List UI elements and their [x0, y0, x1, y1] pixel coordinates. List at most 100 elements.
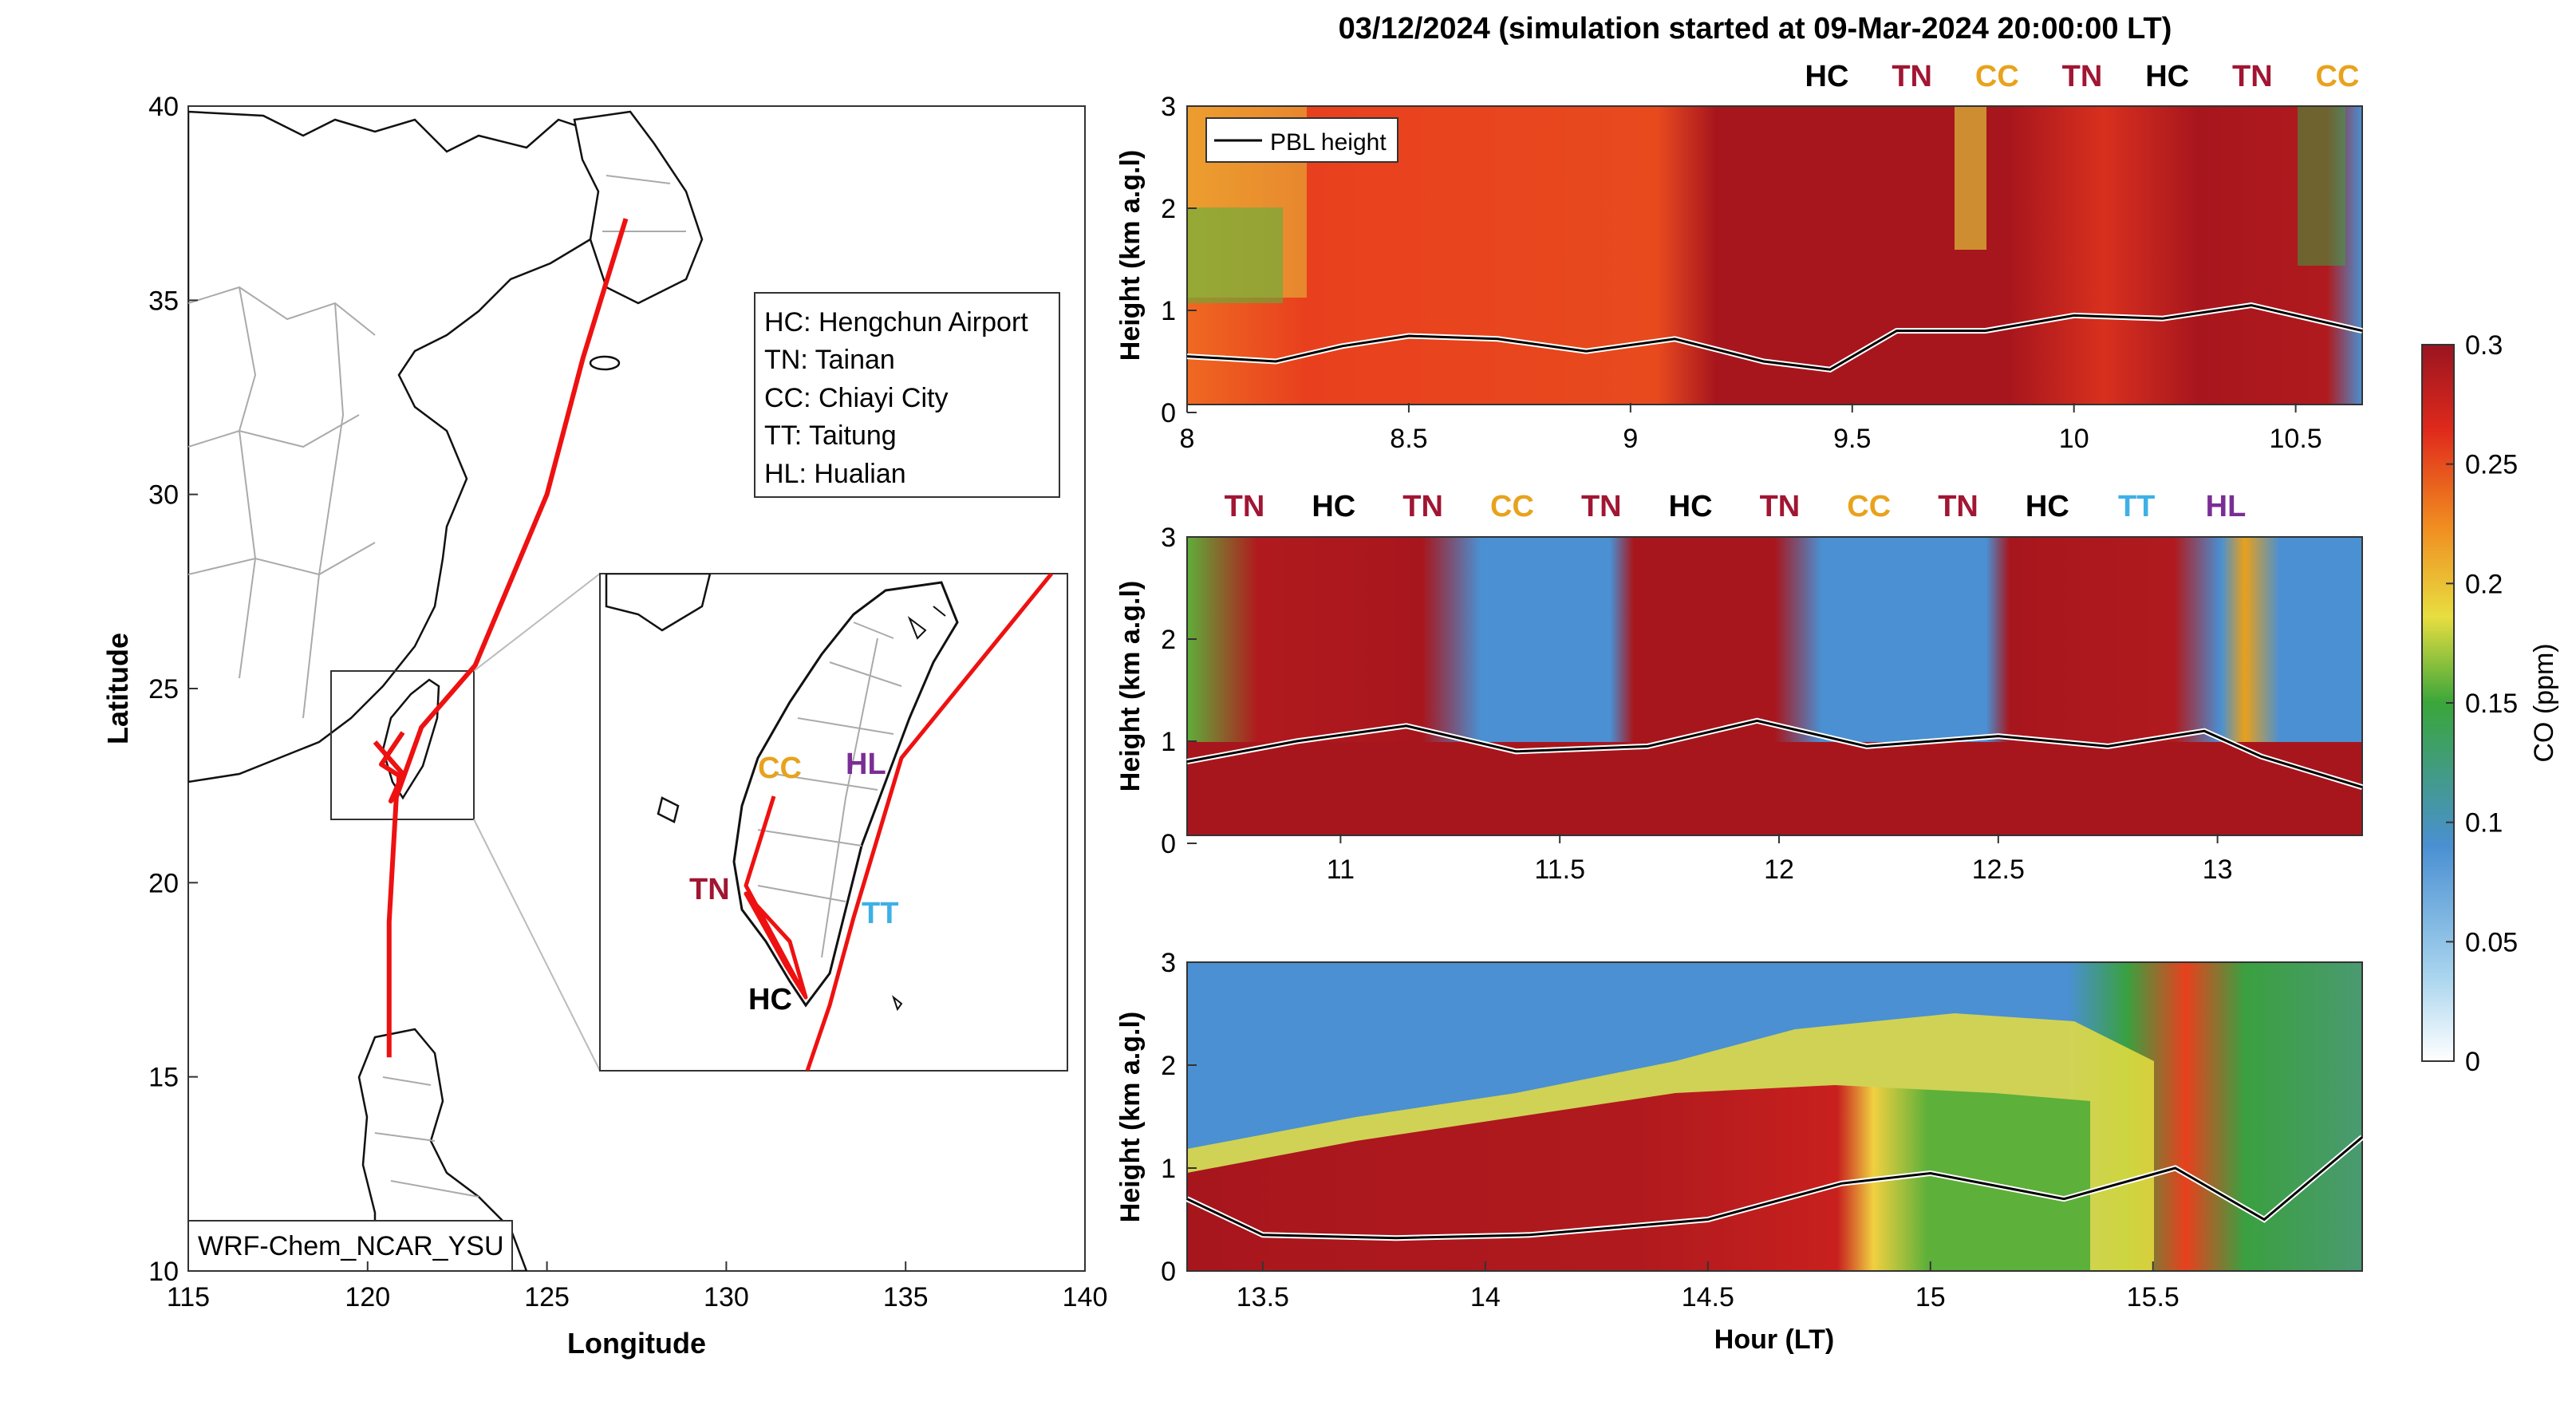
panel-2-xtick: 12.5 [1972, 855, 2025, 885]
site-label-hc: HC [2026, 490, 2069, 523]
colorbar-tick: 0.1 [2465, 808, 2503, 839]
panel-1-xtick: 8.5 [1390, 424, 1427, 454]
site-label-tn: TN [1892, 60, 1932, 93]
china-coast [188, 110, 632, 783]
inset-label-hc: HC [748, 983, 792, 1016]
panel-2-ytick: 3 [1161, 523, 1176, 553]
model-label: WRF-Chem_NCAR_YSU [198, 1231, 504, 1261]
panel-3-ytick: 2 [1161, 1051, 1176, 1081]
map-land [188, 110, 704, 1271]
panel-1-pbl-line [1186, 304, 2363, 371]
panel-1-ytick: 1 [1161, 296, 1176, 326]
panel-3-xtick: 15 [1915, 1282, 1946, 1312]
site-label-hc: HC [1312, 490, 1355, 523]
site-label-tn: TN [2232, 60, 2273, 93]
map-panel: HC: Hengchun Airport TN: Tainan CC: Chia… [101, 92, 1107, 1360]
panel-2-xtick: 12 [1764, 855, 1794, 885]
inset-label-hl: HL [846, 748, 886, 781]
model-label-box [187, 1220, 513, 1272]
map-ytick: 25 [148, 674, 179, 705]
map-xtick: 115 [167, 1282, 210, 1312]
panel-1-xtick: 9 [1623, 424, 1638, 454]
panel-2-ylabel: Height (km a.g.l) [1115, 581, 1146, 791]
map-ytick: 35 [148, 286, 179, 316]
panel-2-pbl-line [1186, 719, 2363, 789]
panel-3: 13.5 14 14.5 15 15.5 0 1 2 3 Height (km a.g.l) H… [1115, 948, 2365, 1355]
site-label-tn: TN [1581, 490, 1622, 523]
panel-1-legend-label: PBL height [1270, 129, 1387, 156]
map-ytick: 10 [148, 1257, 179, 1287]
inset-label-tn: TN [689, 873, 730, 906]
site-label-tn: TN [2062, 60, 2103, 93]
inset-label-cc: CC [758, 752, 802, 785]
inset-china-coast [605, 574, 712, 632]
colorbar-tick: 0.2 [2465, 569, 2503, 599]
panel-1-legend: PBL height [1205, 117, 1398, 163]
panel-3-xtick: 14 [1470, 1282, 1501, 1312]
map-xtick: 135 [883, 1282, 929, 1312]
legend-entry-tn: TN: Tainan [764, 345, 895, 375]
panel-3-xtick: 13.5 [1237, 1282, 1289, 1312]
site-label-tn: TN [1760, 490, 1801, 523]
site-label-hc: HC [1669, 490, 1713, 523]
zoom-box [330, 670, 475, 820]
panel-1-xtick: 10 [2059, 424, 2089, 454]
map-ytick: 30 [148, 480, 179, 511]
colorbar-tick: 0.05 [2465, 927, 2518, 957]
colorbar-tick: 0.15 [2465, 689, 2518, 719]
panel-1-ytick: 2 [1161, 194, 1176, 224]
map-ylabel: Latitude [101, 633, 134, 744]
panel-3-pbl-line [1186, 1136, 2363, 1240]
site-label-hl: HL [2206, 490, 2247, 523]
map-xtick: 140 [1063, 1282, 1108, 1312]
panel-1-xtick: 8 [1180, 424, 1195, 454]
panel-3-ylabel: Height (km a.g.l) [1115, 1012, 1146, 1222]
flight-track-line [386, 218, 629, 1058]
site-label-cc: CC [2316, 60, 2360, 93]
site-label-tt: TT [2118, 490, 2155, 523]
legend-entry-cc: CC: Chiayi City [764, 383, 948, 413]
site-label-cc: CC [1847, 490, 1891, 523]
colorbar-tick: 0 [2465, 1047, 2480, 1077]
site-label-tn: TN [1402, 490, 1443, 523]
site-label-hc: HC [2145, 60, 2189, 93]
panel-2-xtick: 11 [1327, 855, 1355, 885]
colorbar-tick: 0.25 [2465, 450, 2518, 480]
panel-1-xtick: 9.5 [1833, 424, 1871, 454]
flight-track-local [373, 731, 405, 803]
map-xtick: 125 [524, 1282, 570, 1312]
figure-title: 03/12/2024 (simulation started at 09-Mar… [1339, 12, 2172, 45]
colorbar: 0 0.05 0.1 0.15 0.2 0.25 0.3 CO (ppm) [2421, 330, 2559, 1077]
site-label-tn: TN [1225, 490, 1265, 523]
site-label-cc: CC [1490, 490, 1534, 523]
panel-2-ytick: 1 [1161, 727, 1176, 757]
map-ytick: 20 [148, 868, 179, 898]
map-ytick: 40 [148, 92, 179, 122]
inset-label-tt: TT [862, 897, 898, 930]
panel-1: PBL height 8 8.5 9 9.5 10 10.5 0 1 2 3 HC TN CC TN HC… [1115, 60, 2363, 454]
colorbar-tick: 0.3 [2465, 330, 2503, 361]
panel-2-xtick: 11.5 [1534, 855, 1585, 885]
panel-2-ytick: 0 [1161, 829, 1176, 859]
panel-1-ylabel: Height (km a.g.l) [1115, 150, 1146, 361]
map-xtick: 130 [704, 1282, 749, 1312]
site-legend: HC: Hengchun Airport TN: Tainan CC: Chia… [754, 292, 1060, 498]
inset-track-main [805, 574, 1053, 1071]
inset-map: CC HL TN TT HC [599, 573, 1068, 1072]
panel-3-xtick: 15.5 [2127, 1282, 2180, 1312]
panel-1-xtick: 10.5 [2270, 424, 2322, 454]
map-ytick: 15 [148, 1063, 179, 1093]
site-label-hc: HC [1805, 60, 1849, 93]
panel-2-xtick: 13 [2203, 855, 2233, 885]
colorbar-label: CO (ppm) [2529, 643, 2559, 762]
korea-coast [573, 110, 704, 305]
panel-1-ytick: 0 [1161, 398, 1176, 428]
panel-3-ytick: 1 [1161, 1154, 1176, 1184]
map-xlabel: Longitude [567, 1327, 706, 1360]
panel-3-xtick: 14.5 [1682, 1282, 1734, 1312]
map-ticks: 115 120 125 130 135 140 10 15 20 25 30 35 40 [148, 92, 1107, 1312]
panel-3-xlabel: Hour (LT) [1714, 1324, 1834, 1355]
legend-entry-tt: TT: Taitung [764, 420, 897, 451]
